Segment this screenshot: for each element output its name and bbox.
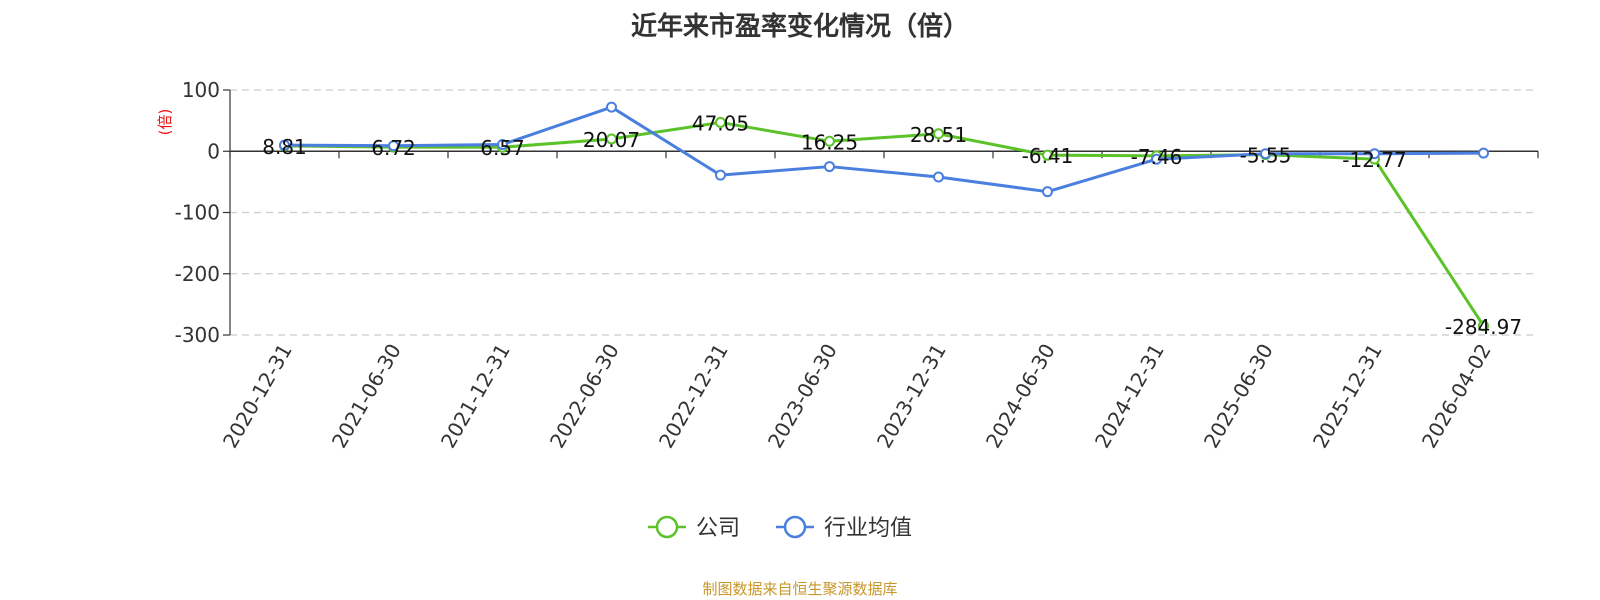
- data-label: -6.41: [1022, 144, 1074, 168]
- x-tick-label: 2023-12-31: [872, 340, 951, 453]
- grid-lines: [230, 89, 1538, 336]
- data-point-industry: [1151, 153, 1162, 165]
- y-tick-label: -100: [175, 201, 220, 225]
- x-tick-label: 2026-04-02: [1417, 340, 1496, 453]
- y-tick-label: 0: [207, 139, 220, 163]
- data-point-industry: [388, 140, 399, 152]
- data-point-industry: [279, 139, 290, 151]
- x-tick-label: 2025-06-30: [1199, 340, 1278, 453]
- data-label: 47.05: [692, 111, 749, 135]
- data-point-industry: [824, 161, 835, 173]
- data-point-industry: [1369, 148, 1380, 160]
- data-point-company: [1042, 149, 1053, 161]
- data-point-industry: [606, 101, 617, 113]
- data-point-company: [715, 116, 726, 128]
- data-label: -284.97: [1445, 315, 1522, 339]
- data-label: 28.51: [910, 123, 967, 147]
- data-point-company: [824, 135, 835, 147]
- data-label: -5.55: [1240, 144, 1292, 168]
- x-tick-label: 2020-12-31: [218, 340, 297, 453]
- series-line-company: [284, 120, 1485, 327]
- data-point-company: [933, 128, 944, 140]
- data-labels: 8.81 6.72 6.57 20.07 47.05 16.25 28.51 -6.41 -7.…: [262, 111, 1522, 338]
- source-footer: 制图数据来自恒生聚源数据库: [702, 580, 898, 598]
- x-tick-label: 2024-12-31: [1090, 340, 1169, 453]
- legend: 公司 行业均值: [648, 515, 912, 541]
- data-point-company: [1478, 320, 1489, 332]
- y-tick-label: 100: [182, 78, 220, 102]
- legend-marker-company: [655, 515, 679, 539]
- x-tick-label: 2022-12-31: [654, 340, 733, 453]
- x-tick-label: 2021-06-30: [327, 340, 406, 453]
- x-tick-label: 2021-12-31: [436, 340, 515, 453]
- data-label: -12.77: [1342, 148, 1406, 172]
- data-label: 16.25: [801, 130, 858, 154]
- data-label: -7.46: [1131, 145, 1183, 169]
- data-label: 6.72: [371, 136, 416, 160]
- data-point-industry: [1478, 147, 1489, 159]
- legend-marker-industry: [783, 515, 807, 539]
- data-label: 6.57: [480, 136, 525, 160]
- data-point-company: [606, 133, 617, 145]
- x-tick-label: 2024-06-30: [981, 340, 1060, 453]
- x-tick-label: 2022-06-30: [545, 340, 624, 453]
- data-label: 8.81: [262, 135, 307, 159]
- legend-label-industry: 行业均值: [824, 516, 912, 541]
- x-tick-label: 2025-12-31: [1308, 340, 1387, 453]
- y-tick-label: -200: [175, 262, 220, 286]
- series-lines: [279, 101, 1489, 332]
- data-point-industry: [933, 171, 944, 183]
- x-tick-label: 2023-06-30: [763, 340, 842, 453]
- y-tick-label: -300: [175, 323, 220, 347]
- data-point-industry: [1042, 186, 1053, 198]
- series-line-industry: [284, 105, 1484, 194]
- chart-title: 近年来市盈率变化情况（倍）: [630, 12, 969, 42]
- data-point-industry: [497, 139, 508, 151]
- data-point-industry: [715, 169, 726, 181]
- data-label: 20.07: [583, 128, 640, 152]
- y-axis-label: (倍): [156, 109, 174, 136]
- legend-label-company: 公司: [696, 516, 740, 541]
- data-point-industry: [1260, 148, 1271, 160]
